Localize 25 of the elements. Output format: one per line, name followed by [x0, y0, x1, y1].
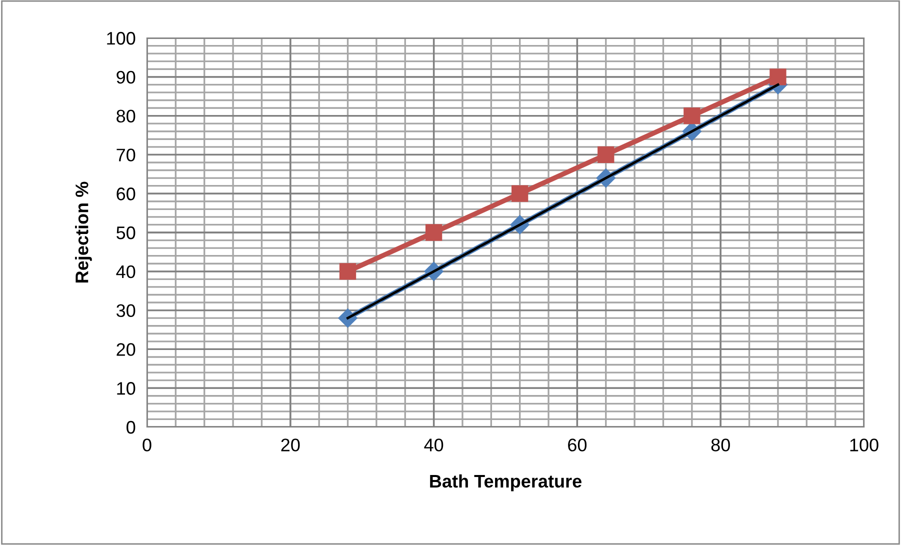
x-tick-label: 40: [424, 438, 444, 452]
y-tick-label: 30: [116, 304, 136, 318]
y-tick-label: 70: [116, 148, 136, 162]
y-tick-label: 10: [117, 382, 136, 395]
y-tick-label: 100: [107, 32, 136, 45]
point: [684, 107, 700, 124]
y-tick-label: 90: [116, 70, 136, 84]
x-tick-label: 20: [281, 438, 300, 452]
y-tick-label: 50: [116, 226, 136, 240]
point: [770, 68, 786, 86]
point: [339, 263, 356, 280]
x-axis-title: Bath Temperature: [430, 474, 582, 492]
point: [512, 185, 528, 202]
y-tick-label: 40: [116, 265, 136, 278]
point: [598, 146, 614, 164]
x-tick-label: 100: [850, 438, 878, 452]
x-tick-label: 80: [711, 438, 730, 452]
y-tick-label: 80: [116, 110, 136, 123]
point: [425, 224, 442, 241]
y-axis-title: Rejection %: [75, 182, 92, 282]
y-tick-label: 60: [116, 188, 136, 200]
x-tick-label: 60: [568, 438, 587, 452]
y-tick-label: 0: [126, 420, 136, 434]
y-tick-label: 20: [116, 343, 136, 356]
x-tick-label: 0: [142, 438, 152, 452]
